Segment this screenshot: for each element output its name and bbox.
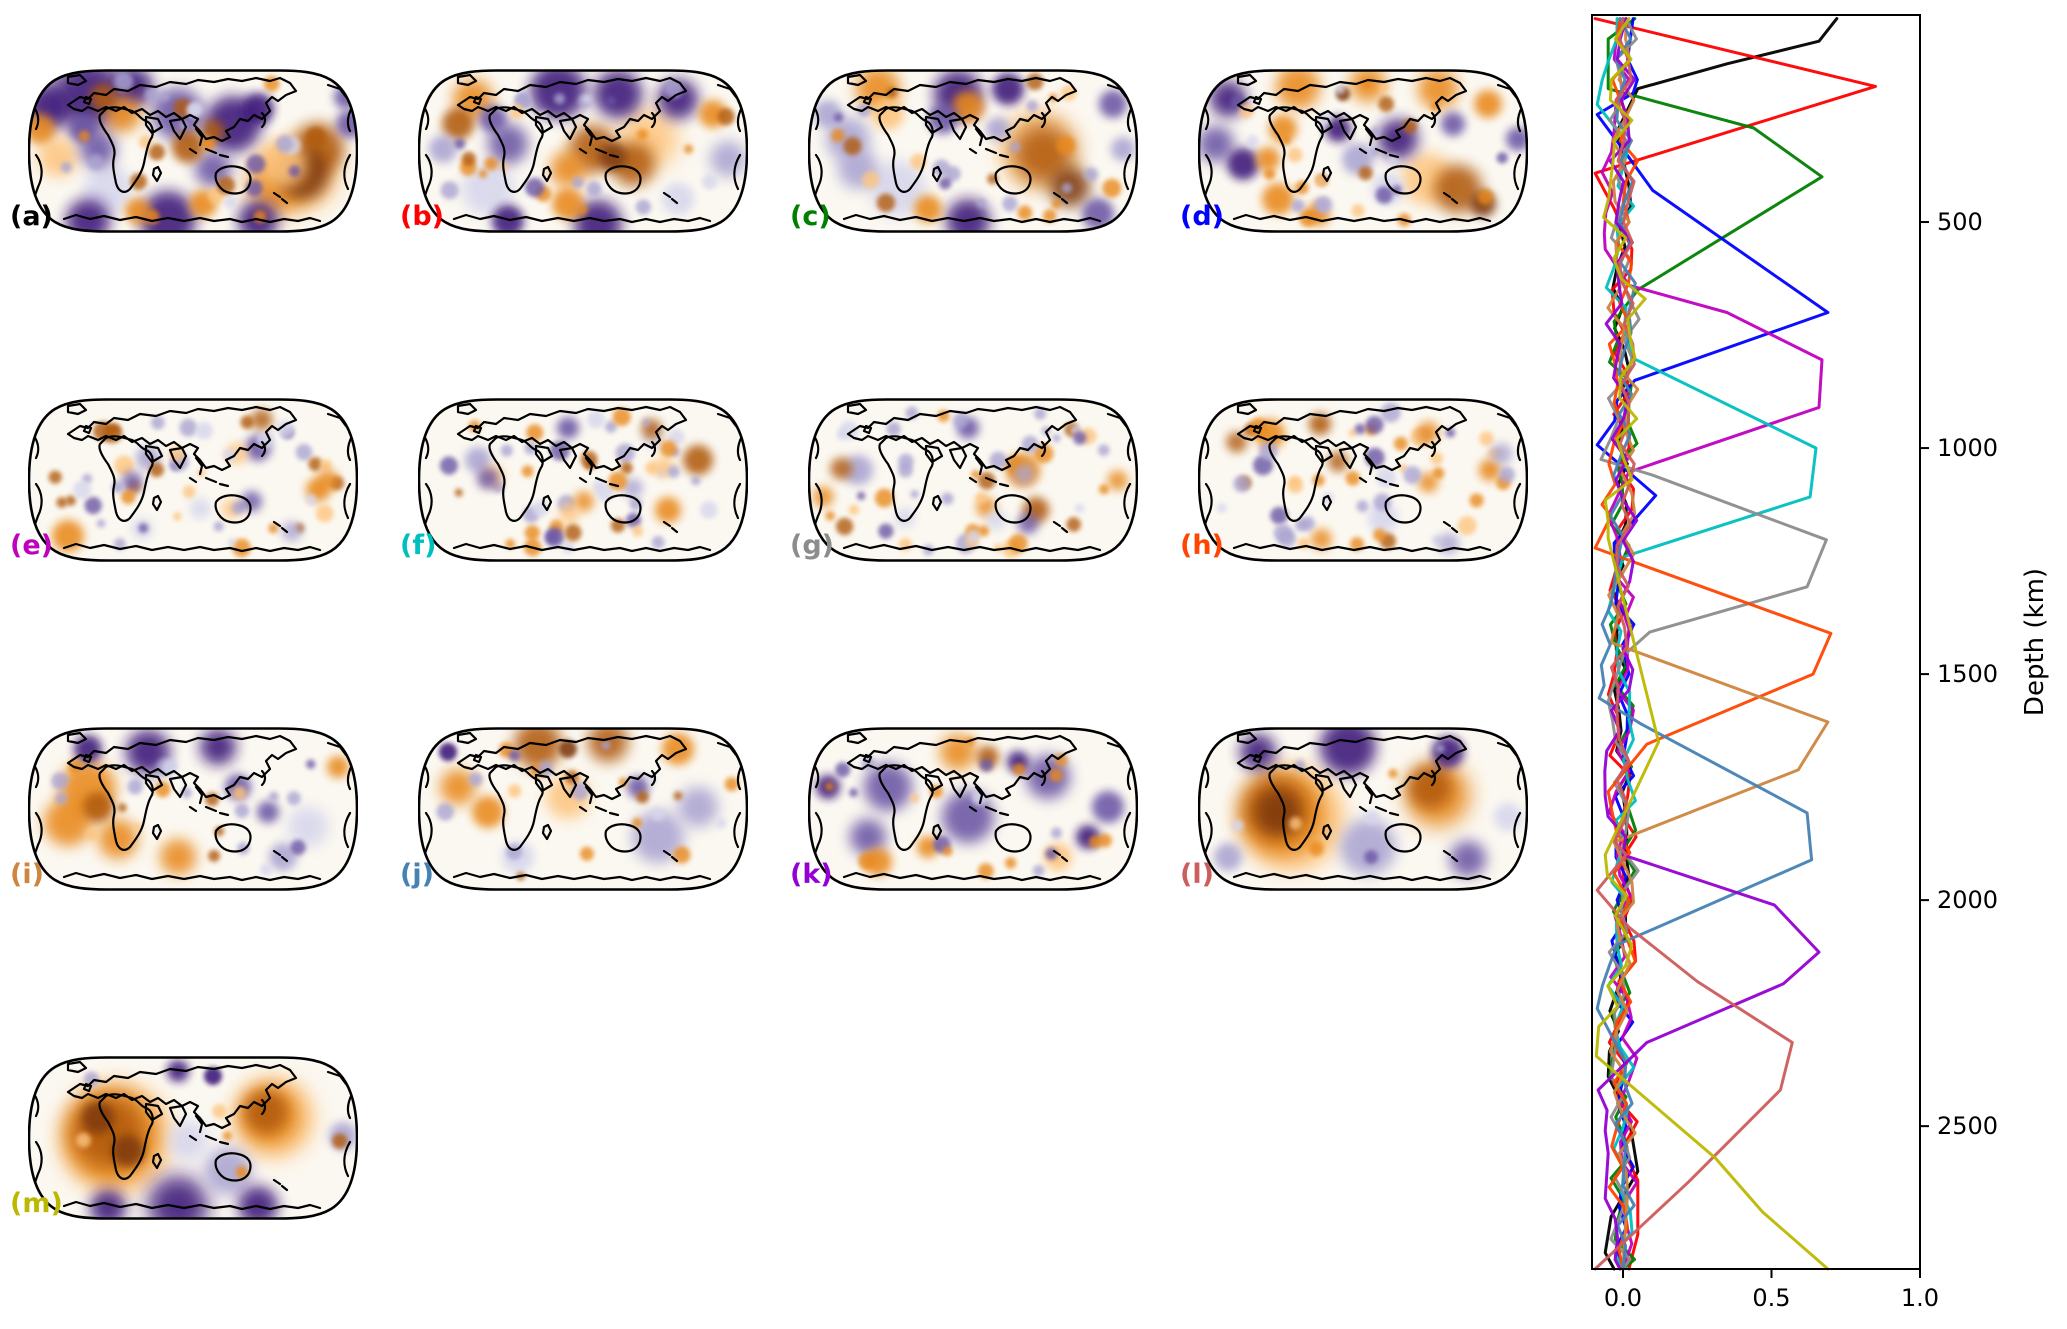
y-tick-label-1000: 1000 (1937, 434, 1998, 462)
profile-series-group (1593, 17, 1877, 1271)
world-map-h (1198, 398, 1528, 562)
subplot-label-g: (g) (790, 530, 835, 561)
world-map-l (1198, 727, 1528, 891)
kernel-curve-l (1593, 17, 1794, 1271)
map-outline-e (28, 398, 358, 562)
x-tick-label-1.0: 1.0 (1901, 1284, 1939, 1312)
world-map-b (418, 69, 748, 233)
world-map-i (28, 727, 358, 891)
subplot-label-l: (l) (1180, 859, 1214, 890)
world-map-c (808, 69, 1138, 233)
depth-profile-plot: 500 1000 1500 2000 2500 0.0 0.5 1.0 Depth (km) (1591, 14, 2050, 1312)
kernel-curve-c (1606, 17, 1824, 1271)
map-outline-d (1198, 69, 1528, 233)
plot-frame (1591, 14, 1921, 1270)
subplot-label-a: (a) (10, 201, 53, 232)
map-field-l (1199, 728, 1527, 890)
subplot-label-i: (i) (10, 859, 44, 890)
coastlines-a (32, 73, 354, 224)
world-map-m (28, 1056, 358, 1220)
y-axis-title: Depth (km) (2020, 568, 2050, 716)
x-tick-label-0.5: 0.5 (1752, 1284, 1790, 1312)
kernel-curve-k (1596, 17, 1821, 1271)
kernel-curve-j (1595, 17, 1814, 1271)
map-outline-c (808, 69, 1138, 233)
y-tick-label-500: 500 (1937, 208, 1983, 236)
coastlines-g (812, 402, 1134, 553)
coastlines-k (812, 731, 1134, 882)
coastlines-j (422, 731, 744, 882)
subplot-label-c: (c) (790, 201, 831, 232)
y-tick-label-1500: 1500 (1937, 660, 1998, 688)
coastlines-b (422, 73, 744, 224)
map-outline-i (28, 727, 358, 891)
axis-ticks-group: 500 1000 1500 2000 2500 0.0 0.5 1.0 (1604, 208, 1998, 1312)
coastlines-f (422, 402, 744, 553)
world-map-f (418, 398, 748, 562)
subplot-label-e: (e) (10, 530, 53, 561)
coastlines-i (32, 731, 354, 882)
map-outline-m (28, 1056, 358, 1220)
coastlines-d (1202, 73, 1524, 224)
map-outline-k (808, 727, 1138, 891)
map-outline-j (418, 727, 748, 891)
x-tick-label-0.0: 0.0 (1604, 1284, 1642, 1312)
subplot-label-m: (m) (10, 1188, 63, 1219)
world-map-j (418, 727, 748, 891)
map-outline-b (418, 69, 748, 233)
coastlines-e (32, 402, 354, 553)
subplot-label-f: (f) (400, 530, 437, 561)
map-outline-f (418, 398, 748, 562)
y-tick-label-2000: 2000 (1937, 886, 1998, 914)
subplot-label-d: (d) (1180, 201, 1225, 232)
coastlines-c (812, 73, 1134, 224)
kernel-curve-a (1603, 17, 1839, 1271)
kernel-curve-i (1606, 17, 1830, 1271)
world-map-e (28, 398, 358, 562)
kernel-curve-m (1594, 17, 1830, 1271)
subplot-label-j: (j) (400, 859, 434, 890)
kernel-curve-e (1600, 17, 1824, 1271)
map-outline-g (808, 398, 1138, 562)
map-outline-a (28, 69, 358, 233)
world-map-d (1198, 69, 1528, 233)
world-map-a (28, 69, 358, 233)
map-outline-h (1198, 398, 1528, 562)
map-outline-l (1198, 727, 1528, 891)
subplot-label-b: (b) (400, 201, 445, 232)
subplot-label-h: (h) (1180, 530, 1224, 561)
world-map-k (808, 727, 1138, 891)
world-map-g (808, 398, 1138, 562)
coastlines-m (32, 1060, 354, 1211)
coastlines-l (1202, 731, 1524, 882)
coastlines-h (1202, 402, 1524, 553)
subplot-label-k: (k) (790, 859, 833, 890)
y-tick-label-2500: 2500 (1937, 1112, 1998, 1140)
